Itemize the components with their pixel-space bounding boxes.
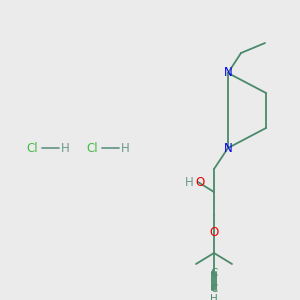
Text: Cl: Cl — [26, 142, 38, 154]
Text: H: H — [184, 176, 194, 188]
Text: H: H — [121, 142, 129, 154]
Text: N: N — [224, 67, 232, 80]
Text: H: H — [210, 294, 218, 300]
Text: H: H — [61, 142, 69, 154]
Text: C: C — [210, 284, 218, 294]
Text: O: O — [209, 226, 219, 238]
Text: Cl: Cl — [86, 142, 98, 154]
Text: N: N — [224, 142, 232, 154]
Text: O: O — [195, 176, 205, 188]
Text: C: C — [210, 268, 218, 278]
